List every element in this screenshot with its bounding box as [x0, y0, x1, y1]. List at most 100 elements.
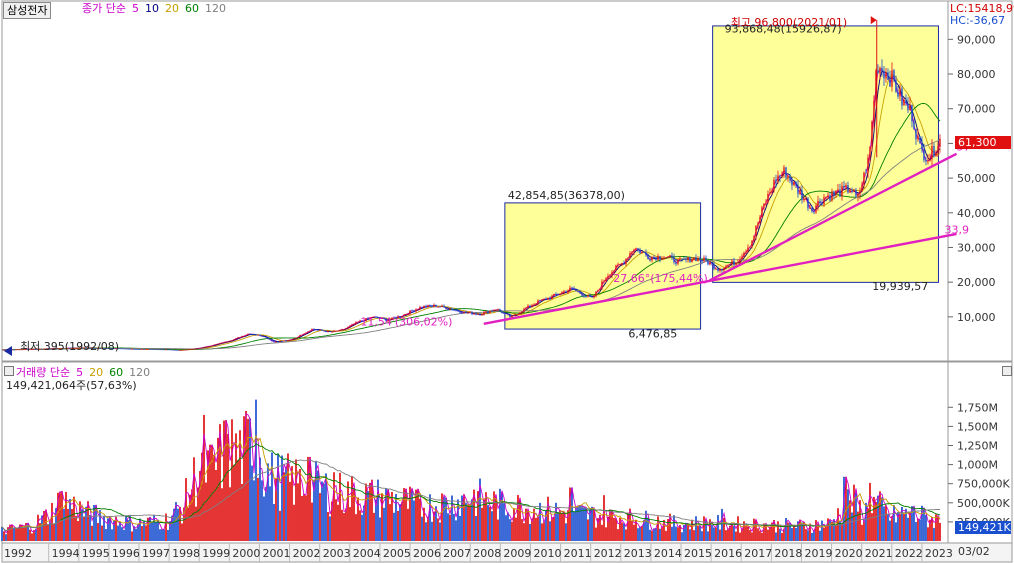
candle-body — [919, 136, 921, 144]
volume-bar — [117, 525, 119, 541]
price-legend: 종가 단순 5 10 20 60 120 — [82, 2, 232, 16]
candle-body — [127, 348, 129, 350]
volume-bar — [41, 515, 43, 541]
volume-bar — [561, 512, 563, 541]
volume-bar — [363, 505, 365, 541]
volume-bar — [323, 483, 325, 541]
candle-body — [867, 157, 869, 174]
volume-bar — [371, 479, 373, 541]
volume-bar — [753, 518, 755, 541]
candle-body — [759, 216, 761, 224]
volume-bar — [563, 511, 565, 541]
volume-bar — [679, 525, 681, 541]
candle-body — [773, 179, 775, 191]
candle-body — [73, 348, 75, 349]
volume-bar — [393, 512, 395, 541]
volume-bar — [105, 529, 107, 541]
volume-bar — [715, 527, 717, 541]
candle-body — [347, 326, 349, 329]
year-label: 2012 — [594, 547, 622, 560]
candle-body — [641, 251, 643, 254]
candle-body — [169, 349, 171, 351]
candle-body — [37, 348, 39, 350]
volume-bar — [69, 499, 71, 541]
volume-bar — [833, 519, 835, 541]
candle-body — [265, 336, 267, 338]
volume-bar — [377, 479, 379, 541]
candle-body — [889, 79, 891, 87]
volume-bar — [147, 517, 149, 541]
candle-body — [53, 348, 55, 350]
volume-bar — [145, 525, 147, 541]
candle-body — [305, 332, 307, 334]
price-tick-label: 50,000 — [957, 172, 996, 185]
volume-bar — [77, 520, 79, 541]
candle-body — [783, 167, 785, 175]
volume-bar — [711, 525, 713, 541]
candle-body — [129, 348, 131, 350]
volume-panel-button[interactable] — [4, 366, 14, 376]
volume-bar — [923, 510, 925, 541]
year-label: 2013 — [624, 547, 652, 560]
volume-bar — [35, 528, 37, 541]
candle-body — [637, 248, 639, 250]
candle-body — [465, 311, 467, 313]
candle-body — [421, 306, 423, 308]
volume-bar — [727, 529, 729, 541]
volume-panel[interactable] — [1, 361, 949, 544]
candle-body — [579, 291, 581, 294]
panel-close-button[interactable] — [1002, 366, 1012, 376]
volume-bar — [239, 430, 241, 541]
volume-bar — [39, 523, 41, 541]
candle-body — [377, 317, 379, 319]
candle-body — [625, 258, 627, 264]
candle-body — [893, 70, 895, 81]
volume-bar — [403, 488, 405, 541]
stock-name-tab[interactable]: 삼성전자 — [3, 2, 52, 19]
candle-body — [387, 320, 389, 322]
volume-bar — [317, 470, 319, 541]
volume-tick-label: 1,500M — [957, 420, 998, 433]
candle-body — [249, 333, 251, 335]
candle-body — [25, 349, 27, 351]
volume-bar — [33, 530, 35, 541]
candle-body — [277, 341, 279, 343]
price-tick-label: 10,000 — [957, 311, 996, 324]
candle-body — [735, 262, 737, 266]
volume-tick-label: 750,000K — [957, 478, 1010, 491]
volume-bar — [31, 533, 33, 541]
candle-body — [311, 328, 313, 331]
volume-bar — [811, 533, 813, 541]
volume-bar — [207, 450, 209, 541]
volume-bar — [37, 514, 39, 541]
volume-bar — [453, 513, 455, 541]
volume-bar — [899, 514, 901, 541]
volume-bar — [629, 508, 631, 541]
candle-body — [765, 202, 767, 204]
volume-bar — [343, 513, 345, 541]
candle-body — [673, 256, 675, 263]
volume-bar — [549, 521, 551, 541]
volume-bar — [243, 416, 245, 541]
volume-bar — [653, 528, 655, 541]
volume-bar — [571, 487, 573, 541]
volume-bar — [475, 516, 477, 541]
volume-bar — [587, 519, 589, 541]
candle-body — [225, 341, 227, 343]
candle-body — [541, 299, 543, 301]
candle-body — [367, 318, 369, 319]
candle-body — [149, 349, 151, 350]
candle-body — [193, 348, 195, 350]
candle-body — [327, 331, 329, 332]
legend-ma20: 20 — [164, 2, 179, 15]
volume-bar — [9, 524, 11, 541]
volume-bar — [455, 520, 457, 541]
candle-body — [115, 348, 117, 350]
volume-bar — [383, 507, 385, 541]
volume-bar — [783, 528, 785, 541]
volume-bar — [535, 517, 537, 541]
candle-body — [689, 257, 691, 263]
candle-body — [189, 349, 191, 351]
volume-bar — [315, 460, 317, 541]
